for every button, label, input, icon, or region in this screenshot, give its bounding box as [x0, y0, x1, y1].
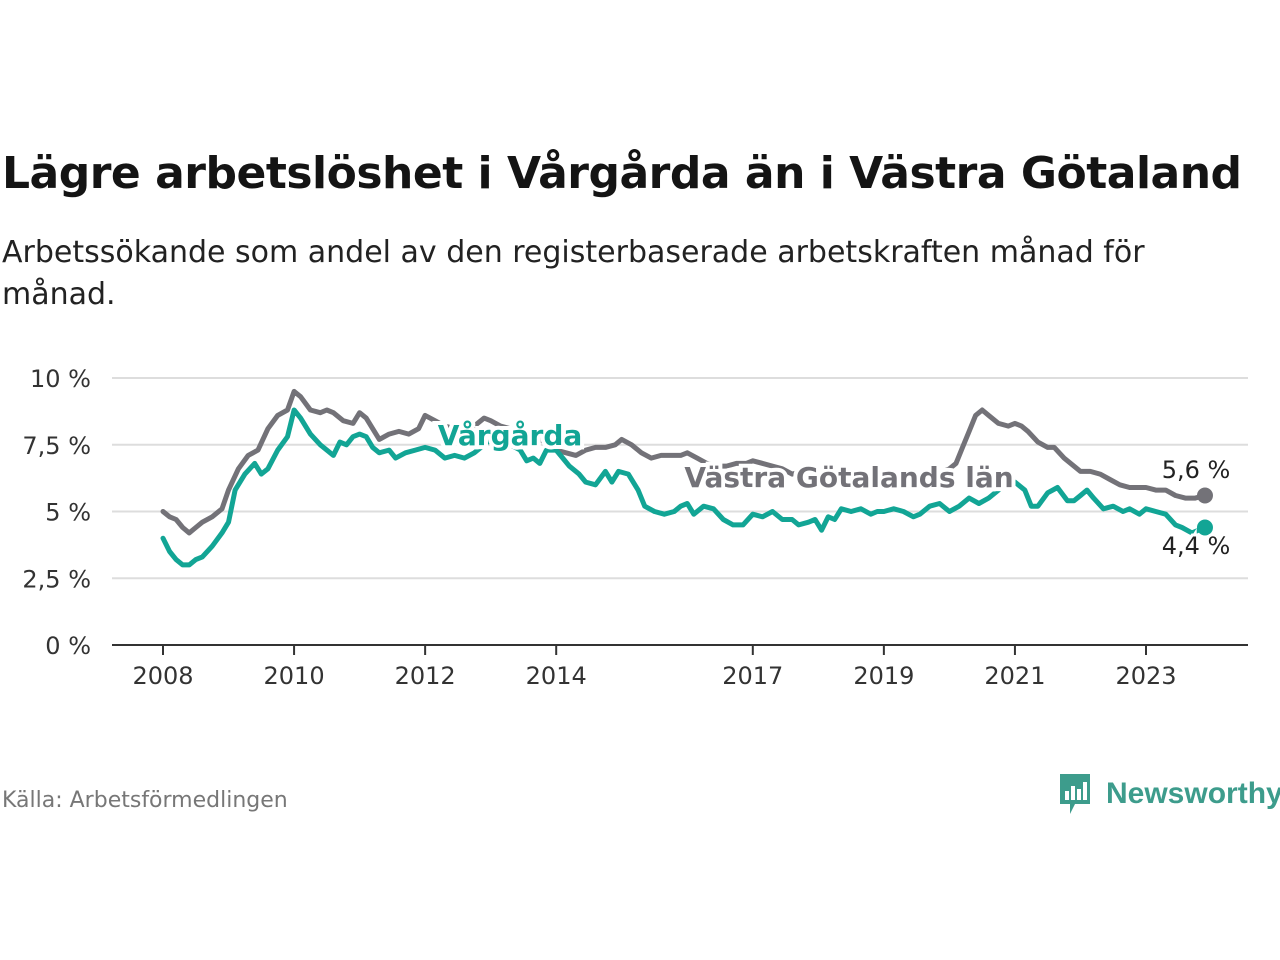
series-end-marker: [1196, 519, 1213, 536]
series-lines: [160, 388, 1213, 568]
x-tick-label: 2014: [526, 662, 587, 690]
x-tick-label: 2010: [264, 662, 325, 690]
gridlines: [112, 377, 1248, 580]
series-end-value-label: 5,6 %: [1162, 456, 1231, 484]
series-line-vastra-gotaland: [160, 388, 1208, 536]
series-labels: Västra Götalands län 5,6 % Vårgårda 4,4 %: [434, 415, 1234, 563]
source-note: Källa: Arbetsförmedlingen: [2, 788, 288, 813]
x-tick-label: 2008: [132, 662, 193, 690]
x-tick-label: 2012: [395, 662, 456, 690]
y-tick-label: 0 %: [45, 632, 91, 660]
y-tick-label: 2,5 %: [22, 565, 91, 593]
series-line-vargarda: [160, 407, 1208, 568]
x-tick-label: 2019: [853, 662, 914, 690]
x-tick-label: 2023: [1115, 662, 1176, 690]
x-axis-ticks: 2008 2010 2012 2014 2017 2019 2021 2023: [132, 645, 1177, 690]
y-axis-ticks: 0 % 2,5 % 5 % 7,5 % 10 %: [22, 365, 91, 660]
x-tick-label: 2021: [984, 662, 1045, 690]
chart-title: Lägre arbetslöshet i Vårgårda än i Västr…: [2, 148, 1242, 199]
brand-logo: Newsworthy: [1058, 772, 1280, 816]
series-end-value-label: 4,4 %: [1162, 532, 1231, 560]
brand-name: Newsworthy: [1106, 777, 1280, 810]
x-tick-label: 2017: [722, 662, 783, 690]
chart-subtitle: Arbetssökande som andel av den registerb…: [2, 235, 1145, 312]
series-label: Vårgårda: [438, 419, 583, 452]
y-tick-label: 7,5 %: [22, 432, 91, 460]
newsworthy-logo-icon: [1060, 774, 1090, 814]
y-tick-label: 5 %: [45, 499, 91, 527]
series-label: Västra Götalands län: [684, 461, 1013, 494]
series-end-marker: [1196, 487, 1213, 504]
y-tick-label: 10 %: [30, 365, 91, 393]
